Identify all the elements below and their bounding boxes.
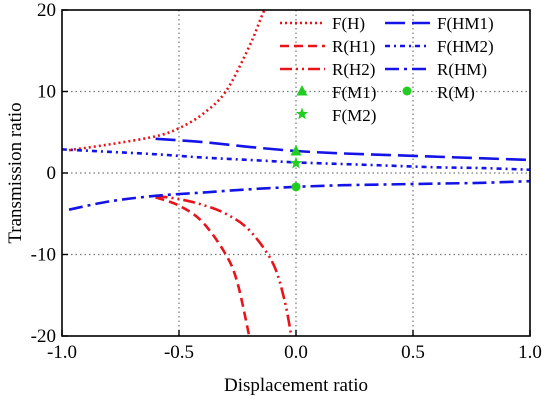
- x-axis-title: Displacement ratio: [224, 375, 368, 396]
- x-tick-label: 0.5: [401, 342, 425, 363]
- grid-lines: [62, 10, 530, 336]
- series-fm1-marker: [290, 144, 302, 156]
- legend-fm1-label: F(M1): [332, 83, 376, 102]
- y-tick-label: -20: [31, 326, 56, 347]
- legend-fm2-label: F(M2): [332, 106, 376, 125]
- legend: F(H) R(H1) R(H2) F(M1) F(M2) F(HM1) F(HM2) R(HM…: [280, 14, 494, 125]
- y-tick-label: 10: [37, 82, 56, 103]
- legend-fhm2-label: F(HM2): [437, 37, 494, 56]
- series-rh2-line: [155, 194, 293, 336]
- series-markers: [289, 144, 303, 192]
- y-tick-label: 20: [37, 0, 56, 21]
- legend-fh-label: F(H): [332, 14, 365, 33]
- legend-rm-symbol: [402, 86, 412, 96]
- legend-fhm1-label: F(HM1): [437, 14, 494, 33]
- y-tick-label: 0: [47, 163, 57, 184]
- series-rh1-line: [155, 196, 251, 336]
- legend-rh2-label: R(H2): [332, 60, 375, 79]
- legend-fm1-symbol: [296, 85, 308, 96]
- series-rm-marker: [291, 182, 301, 192]
- x-tick-label: -1.0: [47, 342, 77, 363]
- x-tick-label: -0.5: [164, 342, 194, 363]
- series-fhm1-line: [155, 137, 530, 162]
- series-fm2-marker: [289, 156, 303, 169]
- legend-rm-label: R(M): [437, 83, 475, 102]
- legend-rh1-label: R(H1): [332, 37, 375, 56]
- legend-fm2-symbol: [295, 107, 309, 120]
- y-tick-label: -10: [31, 245, 56, 266]
- legend-rhm-label: R(HM): [437, 60, 487, 79]
- axis-ticks: -1.0 -0.5 0.0 0.5 1.0 -20 -10 0 10 20: [31, 0, 542, 363]
- y-axis-title: Transmission ratio: [5, 102, 26, 243]
- series-fh-line: [68, 10, 266, 152]
- x-tick-label: 0.0: [284, 342, 308, 363]
- x-tick-label: 1.0: [518, 342, 542, 363]
